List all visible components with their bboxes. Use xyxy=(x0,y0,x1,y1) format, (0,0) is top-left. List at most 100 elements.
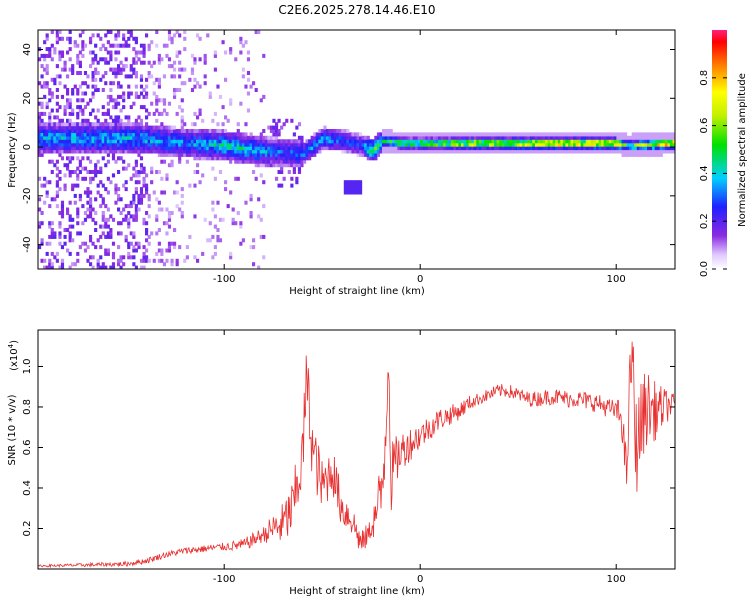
spectrogram-cell xyxy=(60,258,65,263)
spectrogram-cell xyxy=(285,142,289,147)
spectrogram-cell xyxy=(267,159,271,164)
spectrogram-cell xyxy=(117,156,121,161)
spectrogram-cell xyxy=(654,135,658,140)
spectrogram-cell xyxy=(494,149,498,154)
spectrogram-cell xyxy=(68,238,72,243)
spectrogram-cell xyxy=(410,142,414,147)
spectrogram-cell xyxy=(117,71,121,76)
spectrogram-cell xyxy=(58,221,62,226)
spectrogram-cell xyxy=(114,159,118,164)
spectrogram-cell xyxy=(603,135,607,140)
spectrogram-cell xyxy=(224,187,228,192)
spectrogram-cell xyxy=(81,241,85,246)
spectrogram-cell xyxy=(63,139,67,144)
spectrogram-cell xyxy=(213,152,217,157)
spectrogram-cell xyxy=(626,139,630,144)
spectrogram-cell xyxy=(216,132,220,137)
spectrogram-cell xyxy=(644,139,648,144)
spectrogram-cell xyxy=(282,122,286,127)
spectrogram-cell xyxy=(78,132,82,137)
spectrogram-cell xyxy=(382,146,386,151)
spectrogram-cell xyxy=(229,149,233,154)
spectrogram-cell xyxy=(142,60,146,65)
spectrogram-cell xyxy=(132,231,136,236)
spectrogram-cell xyxy=(636,135,640,140)
spectrogram-cell xyxy=(343,129,347,134)
spectrogram-cell xyxy=(280,149,284,154)
spectrogram-cell xyxy=(106,132,110,137)
spectrogram-cell xyxy=(438,135,442,140)
spectrogram-cell xyxy=(106,251,110,256)
spectrogram-cell xyxy=(359,180,363,185)
spectrogram-cell xyxy=(145,135,149,140)
spectrogram-cell xyxy=(96,139,100,144)
spectrogram-cell xyxy=(234,156,238,161)
spectrogram-cell xyxy=(78,50,82,55)
spectrogram-cell xyxy=(341,132,345,137)
spectrogram-cell xyxy=(160,135,164,140)
spectrogram-cell xyxy=(196,170,200,175)
spectrogram-cell xyxy=(325,142,330,147)
spectrogram-cell xyxy=(272,163,276,168)
spectrogram-cell xyxy=(252,149,256,154)
spectrogram-cell xyxy=(55,115,59,120)
spectrogram-cell xyxy=(211,152,215,157)
spectrogram-cell xyxy=(267,156,271,161)
spectrogram-cell xyxy=(94,135,98,140)
spectrogram-cell xyxy=(249,142,253,147)
spectrogram-cell xyxy=(190,71,195,76)
spectrogram-cell xyxy=(203,146,207,151)
spectrogram-cell xyxy=(48,118,52,123)
spectrogram-cell xyxy=(575,146,579,151)
spectrogram-cell xyxy=(229,50,233,55)
spectrogram-cell xyxy=(160,142,164,147)
spectrogram-cell xyxy=(145,248,149,253)
spectrogram-cell xyxy=(45,67,49,72)
spectrogram-cell xyxy=(58,105,62,110)
spectrogram-cell xyxy=(78,84,82,89)
spectrogram-cell xyxy=(471,142,475,147)
spectrogram-cell xyxy=(119,132,123,137)
spectrogram-cell xyxy=(285,163,289,168)
spectrogram-cell xyxy=(104,187,108,192)
spectrogram-cell xyxy=(555,139,559,144)
spectrogram-cell xyxy=(66,211,70,216)
spectrogram-cell xyxy=(387,139,391,144)
spectrogram-cell xyxy=(226,135,230,140)
spectrogram-cell xyxy=(438,146,442,151)
spectrogram-cell xyxy=(218,149,223,154)
spectrogram-cell xyxy=(234,176,238,181)
spectrogram-cell xyxy=(213,156,217,161)
spectrogram-cell xyxy=(417,146,421,151)
spectrogram-cell xyxy=(173,91,177,96)
spectrogram-cell xyxy=(106,135,110,140)
spectrogram-cell xyxy=(129,139,133,144)
spectrogram-cell xyxy=(111,129,116,134)
spectrogram-cell xyxy=(180,211,184,216)
spectrogram-cell xyxy=(185,139,189,144)
spectrogram-cell xyxy=(547,149,551,154)
spectrogram-cell xyxy=(624,132,628,137)
spectrogram-cell xyxy=(282,152,286,157)
spectrogram-cell xyxy=(157,207,161,212)
spectrogram-cell xyxy=(124,149,128,154)
spectrogram-cell xyxy=(68,30,72,35)
spectrogram-cell xyxy=(208,156,212,161)
spectrogram-cell xyxy=(216,142,220,147)
spectrogram-cell xyxy=(292,139,296,144)
spectrogram-cell xyxy=(282,163,286,168)
spectrogram-cell xyxy=(160,139,164,144)
spectrogram-cell xyxy=(68,101,72,106)
spectrogram-cell xyxy=(634,149,638,154)
spectrogram-cell xyxy=(132,200,136,205)
spectrogram-cell xyxy=(117,207,121,212)
spectrogram-cell xyxy=(550,132,554,137)
spectrogram-cell xyxy=(422,135,426,140)
snr-y-tick-label: 0.4 xyxy=(22,480,33,496)
spectrogram-cell xyxy=(91,139,95,144)
spectrogram-cell xyxy=(659,146,663,151)
spectrogram-cell xyxy=(165,132,169,137)
spectrogram-cell xyxy=(417,135,421,140)
spectrogram-cell xyxy=(435,149,439,154)
spectrogram-cell xyxy=(328,142,332,147)
